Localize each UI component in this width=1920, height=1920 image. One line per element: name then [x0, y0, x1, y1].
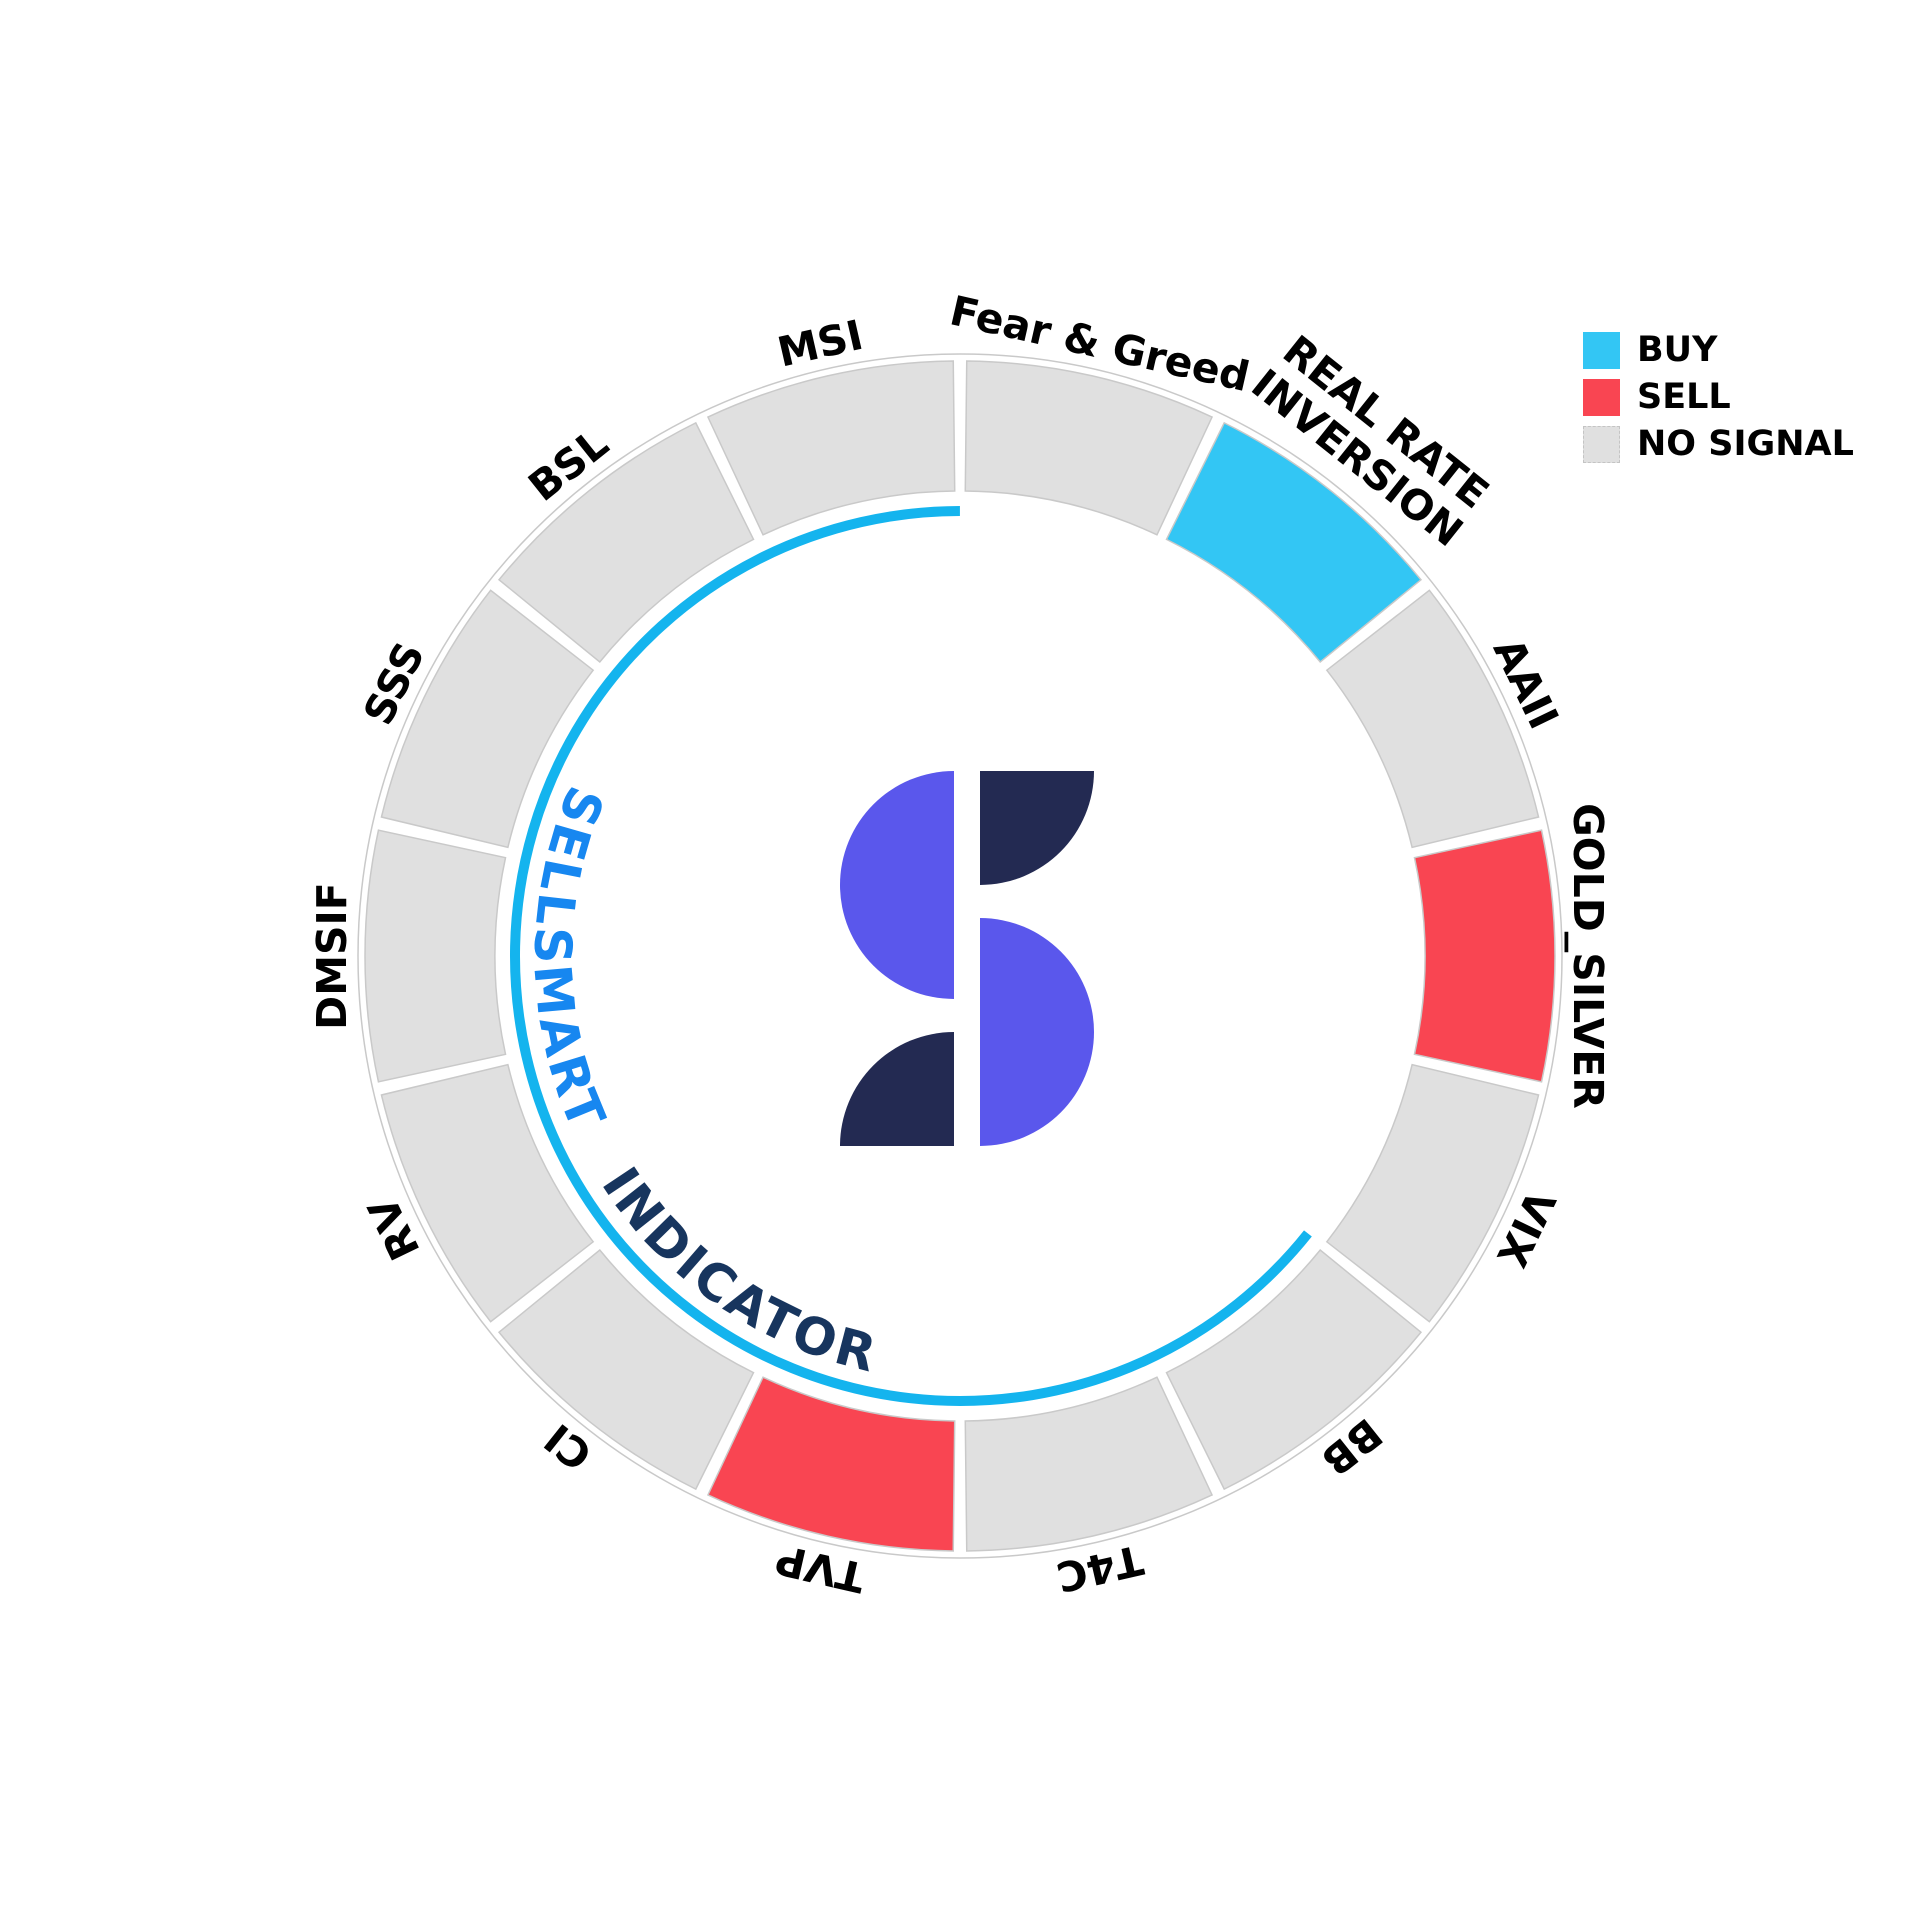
- wedge-t4c: [964, 1376, 1214, 1552]
- svg-text:GOLD_SILVER: GOLD_SILVER: [1564, 803, 1612, 1109]
- ring-segments: [364, 360, 1556, 1552]
- wedge-fear-greed: [964, 360, 1214, 536]
- segment-label-msi: MSI: [773, 311, 867, 377]
- legend-item-buy: BUY: [1583, 331, 1854, 369]
- legend-label-sell: SELL: [1637, 376, 1731, 417]
- wedge-bb: [1165, 1248, 1423, 1491]
- segment-label-dmsif: DMSIF: [308, 882, 356, 1030]
- svg-text:T4C: T4C: [1052, 1535, 1147, 1601]
- wedge-gold-silver: [1413, 829, 1556, 1083]
- legend-label-no-signal: NO SIGNAL: [1637, 423, 1854, 464]
- wedge-bsl: [497, 421, 755, 664]
- ring-outer-outline: [357, 353, 1563, 1559]
- progress-arc: [509, 506, 1312, 1406]
- segment-label-t4c: T4C: [1052, 1535, 1147, 1601]
- legend-swatch-buy: [1583, 331, 1620, 369]
- svg-text:DMSIF: DMSIF: [308, 882, 356, 1030]
- legend: BUY SELL NO SIGNAL: [1583, 331, 1854, 463]
- legend-swatch-sell: [1583, 378, 1620, 416]
- wedge-vix: [1325, 1063, 1540, 1323]
- wedge-rv: [380, 1063, 595, 1323]
- legend-label-buy: BUY: [1637, 329, 1718, 370]
- svg-text:MSI: MSI: [773, 311, 867, 377]
- legend-item-sell: SELL: [1583, 378, 1854, 416]
- wedge-aaii: [1325, 589, 1540, 849]
- segment-label-tvp: TVP: [771, 1535, 869, 1602]
- wedge-tvp: [706, 1376, 956, 1552]
- wedge-dmsif: [364, 829, 507, 1083]
- wedge-real-rate-inversion: [1165, 421, 1423, 664]
- legend-swatch-no-signal: [1583, 425, 1620, 463]
- wedge-sss: [380, 589, 595, 849]
- legend-item-no-signal: NO SIGNAL: [1583, 425, 1854, 463]
- svg-text:TVP: TVP: [771, 1535, 869, 1602]
- wedge-ci: [497, 1248, 755, 1491]
- segment-label-gold-silver: GOLD_SILVER: [1564, 803, 1612, 1109]
- wedge-msi: [706, 360, 956, 536]
